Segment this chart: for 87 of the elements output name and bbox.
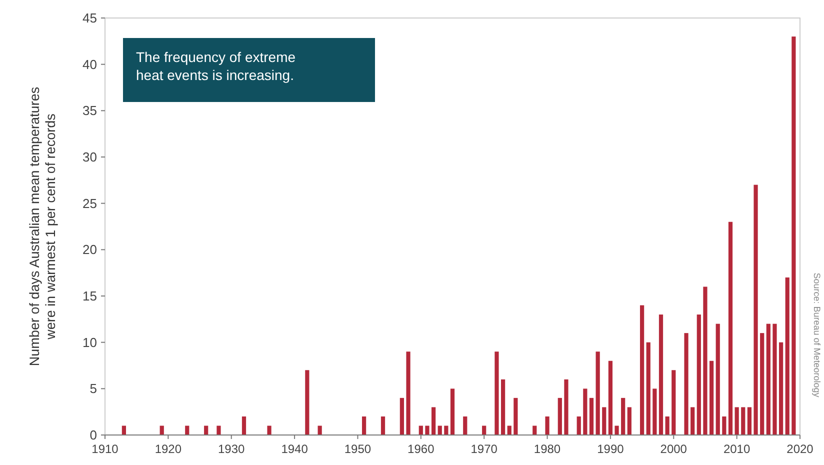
y-tick-label: 35 (82, 103, 97, 118)
bar (267, 426, 272, 435)
y-tick-label: 20 (82, 242, 97, 258)
bar (589, 398, 594, 435)
bar (444, 426, 448, 435)
x-tick-label: 1920 (154, 442, 182, 456)
bar (754, 184, 758, 435)
bar (747, 407, 752, 435)
bar (583, 388, 588, 435)
x-tick-label: 1950 (344, 442, 372, 456)
bar (482, 426, 486, 435)
bar (608, 360, 613, 435)
y-tick-label: 10 (82, 334, 97, 350)
y-tick-label: 15 (82, 288, 97, 304)
bar (640, 305, 644, 435)
x-tick-label: 1960 (408, 442, 435, 456)
bar (463, 416, 468, 435)
bar (500, 379, 506, 435)
x-tick-label: 1990 (597, 442, 624, 456)
bar (684, 333, 688, 435)
bar (380, 416, 386, 435)
bar (690, 407, 695, 435)
y-tick-label: 0 (90, 428, 97, 443)
annotation: The frequency of extreme heat events is increasing. (136, 49, 296, 84)
bar (627, 407, 632, 435)
bar (545, 416, 550, 435)
source-note: Source: Bureau of Meteorology (812, 272, 822, 398)
x-tick-label: 1940 (281, 442, 308, 456)
bar (122, 426, 126, 435)
bar (734, 407, 739, 435)
bar (431, 407, 436, 435)
y-axis-title: Number of days Australian mean temperatures were in warmest 1 per cent of records (26, 86, 58, 366)
bar (494, 352, 499, 435)
bar (418, 426, 423, 435)
x-tick-label: 2020 (786, 442, 814, 456)
bar (204, 426, 208, 435)
bar (242, 416, 246, 435)
bar (614, 426, 619, 435)
bar (741, 407, 746, 435)
x-tick-label: 1910 (92, 442, 119, 456)
bar (709, 360, 714, 435)
bar (766, 324, 770, 435)
bar (646, 342, 650, 435)
bar (406, 352, 410, 435)
bar (652, 388, 657, 435)
bar (318, 426, 322, 435)
y-tick-label: 25 (82, 196, 97, 211)
x-tick-label: 1930 (218, 442, 246, 456)
bar (400, 398, 404, 435)
bar (450, 388, 455, 435)
bar (703, 286, 708, 435)
bar (564, 379, 568, 435)
bar (728, 222, 733, 435)
bar (658, 314, 664, 435)
bar (785, 277, 790, 435)
bar (507, 426, 512, 435)
bar (216, 426, 221, 435)
x-tick-label: 1980 (534, 442, 561, 456)
bar (760, 333, 764, 435)
bar (621, 398, 626, 435)
bar (596, 352, 600, 435)
bar (160, 426, 164, 435)
bar (716, 324, 720, 435)
y-tick-label: 30 (82, 150, 97, 165)
bar (532, 426, 537, 435)
bar (792, 36, 796, 435)
bar (772, 324, 777, 435)
bar (305, 370, 310, 435)
bar (602, 407, 606, 435)
bar (665, 416, 670, 435)
bar (425, 426, 430, 435)
x-tick-label: 2000 (660, 442, 688, 456)
bar (185, 426, 190, 435)
y-tick-label: 40 (82, 56, 97, 72)
bar (362, 416, 366, 435)
bar (558, 398, 562, 435)
bar (672, 370, 676, 435)
bar (514, 398, 518, 435)
bar (778, 342, 784, 435)
bar (576, 416, 581, 435)
y-tick-label: 45 (82, 10, 97, 26)
y-tick-label: 5 (90, 381, 97, 396)
bar (438, 426, 442, 435)
x-tick-label: 2010 (723, 442, 750, 456)
bar (722, 416, 726, 435)
x-tick-label: 1970 (470, 442, 498, 456)
bar (696, 314, 701, 435)
